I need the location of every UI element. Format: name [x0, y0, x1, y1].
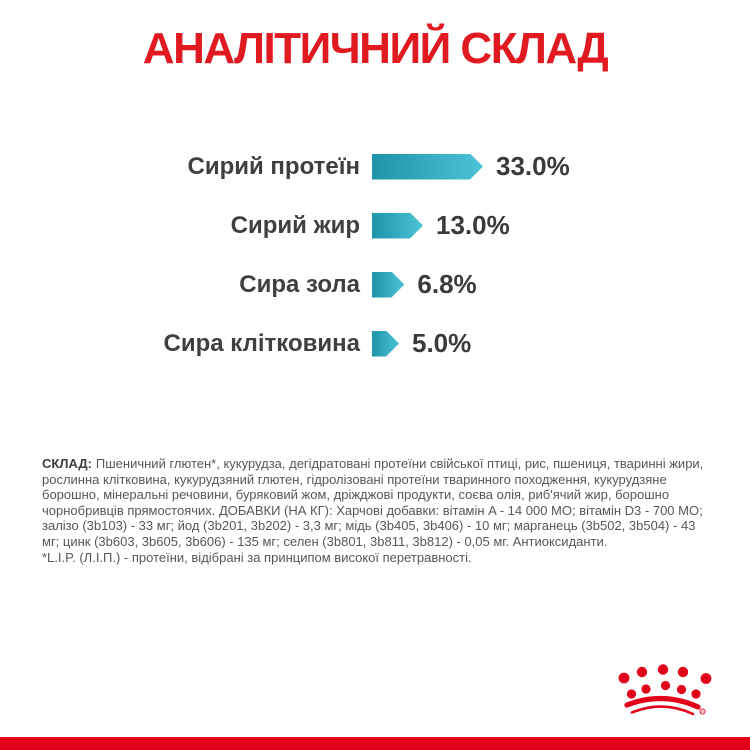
chart-value-label: 6.8% [417, 269, 477, 299]
page-title: АНАЛІТИЧНИЙ СКЛАД [142, 24, 609, 73]
chart-row: Сира клітковина 5.0% [0, 314, 750, 373]
composition-body-text: Пшеничний глютен*, кукурудза, дегідратов… [42, 456, 704, 549]
crown-icon: R [618, 664, 712, 716]
chart-bar [372, 213, 423, 239]
composition-label: СКЛАД: [42, 456, 92, 471]
chart-bar [372, 272, 404, 298]
chart-bar [372, 331, 399, 357]
chart-row: Сира зола 6.8% [0, 255, 750, 314]
chart-category-label: Сирий протеїн [187, 152, 361, 180]
chart-row: Сирий жир 13.0% [0, 196, 750, 255]
chart-category-label: Сирий жир [230, 211, 360, 239]
svg-text:R: R [701, 710, 704, 714]
composition-section: СКЛАД: Пшеничний глютен*, кукурудза, дегі… [42, 456, 710, 565]
chart-bar [372, 154, 483, 180]
chart-value-label: 5.0% [412, 328, 472, 358]
footer-red-bar [0, 737, 750, 750]
chart-category-label: Сира клітковина [163, 329, 360, 357]
chart-value-label: 33.0% [496, 151, 570, 181]
chart-category-label: Сира зола [239, 270, 360, 298]
chart-row: Сирий протеїн 33.0% [0, 137, 750, 196]
composition-footnote: *L.I.P. (Л.І.П.) - протеїни, відібрані з… [42, 549, 472, 565]
chart-value-label: 13.0% [436, 210, 510, 240]
composition-bar-chart: Сирий протеїн 33.0% Сирий жир 13.0% Сира зол… [0, 137, 750, 373]
royal-canin-crown-logo: R [617, 660, 715, 728]
